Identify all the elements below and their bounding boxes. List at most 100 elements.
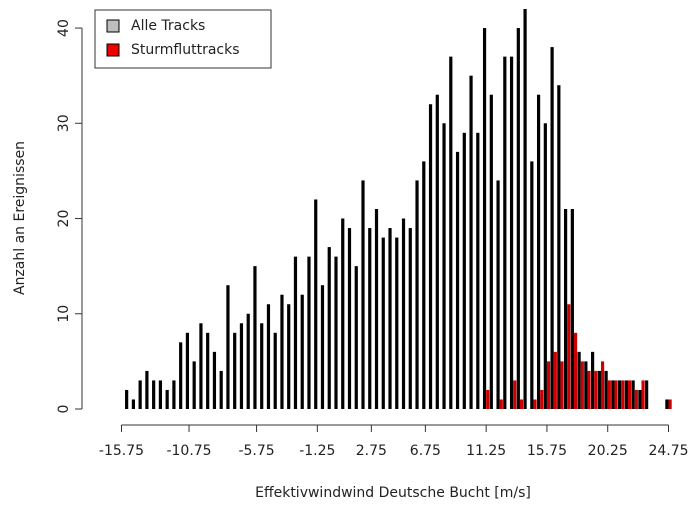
bar	[199, 323, 203, 409]
bar	[618, 380, 622, 409]
bar	[611, 380, 615, 409]
bar	[442, 123, 446, 410]
bar	[516, 28, 520, 410]
bar	[138, 380, 142, 409]
bar	[550, 47, 554, 409]
bar	[152, 380, 156, 409]
bar	[354, 266, 358, 409]
bar	[634, 389, 638, 409]
bar	[563, 209, 568, 409]
bar	[219, 370, 223, 409]
x-tick-label: 24.75	[648, 443, 688, 459]
bar	[368, 228, 372, 409]
bar	[587, 370, 591, 409]
bar	[455, 151, 460, 409]
bar	[573, 332, 578, 409]
bar	[530, 161, 534, 409]
bar	[347, 228, 352, 409]
y-tick-label: 10	[56, 305, 72, 323]
x-tick-label: -15.75	[99, 443, 144, 459]
bar	[496, 180, 500, 409]
x-tick-label: -1.25	[299, 443, 335, 459]
bar	[560, 361, 564, 409]
bar	[462, 132, 466, 410]
x-tick-label: 20.25	[588, 443, 628, 459]
bar	[645, 380, 649, 409]
legend-label: Sturmfluttracks	[131, 42, 240, 58]
bar	[341, 218, 345, 409]
bar	[314, 199, 318, 409]
bar	[179, 342, 183, 409]
bar	[401, 218, 406, 409]
legend-swatch	[106, 43, 120, 57]
bar	[280, 294, 284, 409]
bar	[614, 380, 618, 409]
x-tick-label: 11.25	[466, 443, 506, 459]
bar	[567, 304, 571, 409]
bar	[388, 228, 392, 409]
bar	[540, 389, 544, 409]
bar	[577, 351, 581, 409]
bar	[600, 361, 605, 409]
bar	[604, 370, 608, 409]
bar	[594, 370, 598, 409]
bar	[543, 123, 547, 410]
bar	[523, 9, 527, 409]
legend-box	[94, 9, 272, 69]
bar	[260, 323, 264, 409]
bar	[668, 399, 672, 409]
bar	[435, 94, 439, 409]
y-tick-label: 40	[56, 19, 72, 37]
bar	[300, 294, 304, 409]
bar	[206, 332, 210, 409]
bar	[307, 256, 311, 409]
bar	[415, 180, 419, 409]
bar	[158, 380, 163, 409]
y-tick-label: 0	[56, 405, 72, 414]
bar	[246, 313, 250, 409]
bar	[287, 304, 291, 409]
bar	[293, 256, 298, 409]
bar	[469, 75, 473, 410]
bar	[395, 237, 399, 409]
bar	[584, 361, 588, 409]
bar	[226, 285, 230, 409]
bar	[374, 209, 379, 409]
bar	[621, 380, 625, 409]
bar	[361, 180, 365, 409]
x-tick-label: 2.75	[356, 443, 387, 459]
bar	[165, 389, 169, 409]
bar	[591, 351, 595, 409]
bar	[125, 389, 129, 409]
bar	[233, 332, 237, 409]
bar	[499, 399, 503, 409]
bar	[192, 361, 196, 409]
bar	[553, 351, 557, 409]
bar	[185, 332, 190, 409]
bar	[631, 380, 635, 409]
y-tick-label: 20	[56, 210, 72, 228]
bar	[327, 247, 331, 409]
bar	[536, 94, 541, 409]
bar	[597, 370, 601, 409]
bar	[212, 351, 217, 409]
legend-label: Alle Tracks	[131, 18, 205, 34]
bar	[422, 161, 426, 409]
bar	[253, 266, 257, 409]
bar	[145, 370, 149, 409]
x-axis-title: Effektivwindwind Deutsche Bucht [m/s]	[255, 485, 531, 501]
y-tick-label: 30	[56, 114, 72, 132]
bar	[489, 94, 493, 409]
bar	[638, 389, 642, 409]
bar	[641, 380, 645, 409]
bar	[172, 380, 176, 409]
x-tick-label: -10.75	[166, 443, 211, 459]
bar	[624, 380, 628, 409]
bar	[533, 399, 537, 409]
x-tick-label: 6.75	[410, 443, 441, 459]
bar	[486, 389, 490, 409]
bar	[266, 304, 271, 409]
bar	[607, 380, 611, 409]
x-tick-label: 15.75	[527, 443, 567, 459]
